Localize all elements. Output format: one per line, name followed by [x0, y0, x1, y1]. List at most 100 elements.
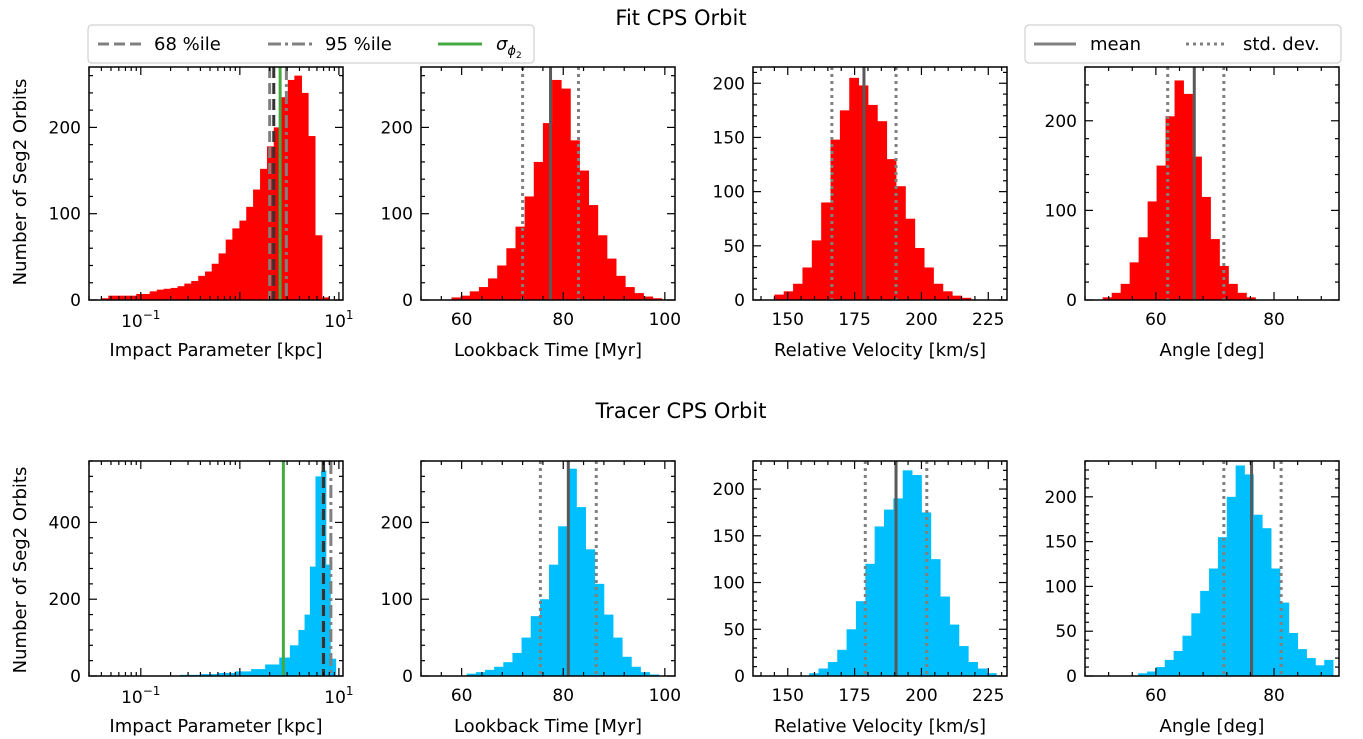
y-tick-label: 200	[713, 480, 745, 500]
legend-percentiles: 68 %ile 95 %ile σϕ2	[87, 24, 535, 64]
y-tick-label: 150	[1045, 533, 1077, 553]
histogram-bar	[622, 656, 632, 676]
histogram-panel-3: 60 80 0 100 200 Angle [deg]	[1045, 66, 1340, 361]
histogram-bar	[1324, 659, 1334, 676]
histogram-bar	[225, 239, 233, 300]
histogram-bar	[643, 296, 654, 300]
histogram-bar	[867, 104, 878, 300]
x-tick-label: 80	[552, 310, 574, 330]
histogram-bar	[469, 291, 480, 300]
histogram-bar	[315, 476, 322, 676]
histogram-panel-4: 10−1 101 0 200 400 Impact Parameter [kpc]	[49, 460, 354, 737]
y-tick-label: 100	[713, 183, 745, 203]
histogram-bar	[1147, 201, 1157, 300]
x-axis-label: Angle [deg]	[1160, 716, 1265, 737]
histogram-bar	[942, 291, 953, 300]
histogram-bar	[246, 206, 254, 300]
histogram-bar	[649, 674, 660, 676]
histogram-bar	[576, 507, 586, 676]
histogram-bar	[634, 293, 644, 300]
row-title-tracer: Tracer CPS Orbit	[595, 399, 767, 423]
histogram-bar	[475, 672, 486, 676]
histogram-bar	[177, 286, 185, 300]
y-tick-label: 400	[49, 513, 81, 533]
x-axis-label: Relative Velocity [km/s]	[774, 340, 986, 361]
histogram-bar	[811, 240, 822, 300]
axes-frame	[88, 66, 344, 301]
histogram-bar	[466, 673, 477, 676]
legend-statistics: mean std. dev.	[1024, 24, 1342, 64]
axes-frame	[420, 66, 676, 301]
histogram-bar	[1120, 283, 1131, 300]
histogram-bar	[1111, 292, 1122, 300]
histogram-bar	[839, 110, 850, 300]
histogram-bar	[239, 220, 247, 300]
histogram-bar	[902, 470, 913, 676]
histogram-bar	[1174, 80, 1184, 300]
histogram-bar	[884, 509, 894, 676]
histogram-bar	[640, 672, 650, 676]
x-tick-label: 101	[324, 684, 353, 708]
x-axis-label: Lookback Time [Myr]	[454, 716, 642, 737]
histogram-bar	[1297, 649, 1307, 676]
histogram-bar	[294, 75, 302, 300]
histogram-bar	[961, 297, 972, 300]
histogram-bar	[533, 161, 544, 300]
histogram-bar	[597, 235, 608, 300]
histogram-bar	[251, 669, 266, 676]
histogram-bar	[512, 652, 522, 676]
y-tick-label: 200	[49, 590, 81, 610]
x-axis-label: Relative Velocity [km/s]	[774, 716, 986, 737]
histogram-bar	[298, 629, 305, 676]
histogram-bar	[886, 159, 897, 300]
y-tick-label: 150	[713, 128, 745, 148]
histogram-bar	[198, 275, 206, 300]
histogram-bar	[485, 669, 495, 676]
histogram-bar	[273, 127, 282, 300]
y-tick-label: 0	[734, 667, 745, 687]
histogram-bar	[325, 564, 331, 676]
y-tick-label: 0	[402, 667, 413, 687]
y-tick-label: 100	[713, 574, 745, 594]
histogram-bar	[588, 205, 599, 300]
histogram-panel-5: 60 80 100 0 100 200 Lookback Time [Myr]	[381, 460, 681, 737]
histogram-bar	[774, 294, 785, 300]
histogram-bar	[1315, 665, 1325, 676]
histogram-bar	[1155, 667, 1166, 676]
histogram-bar	[1164, 659, 1175, 676]
histogram-bar	[567, 468, 577, 676]
y-tick-label: 0	[1066, 667, 1077, 687]
histogram-bar	[235, 671, 252, 676]
histogram-bar	[308, 136, 316, 300]
histogram-bar	[1226, 496, 1237, 676]
y-tick-label: 200	[381, 118, 413, 138]
histogram-bar	[108, 295, 116, 300]
histogram-bar	[594, 583, 605, 676]
histogram-bar	[958, 646, 969, 676]
x-tick-label: 200	[905, 686, 937, 706]
histogram-bar	[1156, 165, 1166, 300]
histogram-bar	[1200, 590, 1210, 676]
legend-label-95: 95 %ile	[325, 34, 392, 55]
histogram-bar	[1173, 650, 1183, 676]
histogram-bar	[218, 253, 227, 300]
histogram-bar	[631, 666, 641, 676]
histogram-panel-7: 60 80 0 50 100 150 200 Angle [deg]	[1045, 460, 1340, 737]
y-tick-label: 50	[1055, 622, 1077, 642]
x-tick-label: 80	[1263, 686, 1285, 706]
histogram-bar	[977, 668, 988, 676]
histogram-bar	[478, 287, 489, 300]
histogram-bar	[585, 549, 596, 676]
histogram-bar	[912, 475, 922, 676]
y-tick-label: 100	[1045, 577, 1077, 597]
histogram-bar	[930, 559, 941, 676]
histogram-bar	[1192, 156, 1202, 300]
histogram-bar	[265, 664, 280, 676]
legend-label-mean: mean	[1090, 34, 1141, 55]
y-tick-label: 0	[734, 291, 745, 311]
histogram-bar	[949, 624, 960, 676]
histogram-bar	[530, 616, 541, 676]
histogram-bar	[552, 79, 562, 300]
histogram-bar	[1237, 292, 1247, 300]
x-axis-label: Lookback Time [Myr]	[454, 340, 642, 361]
